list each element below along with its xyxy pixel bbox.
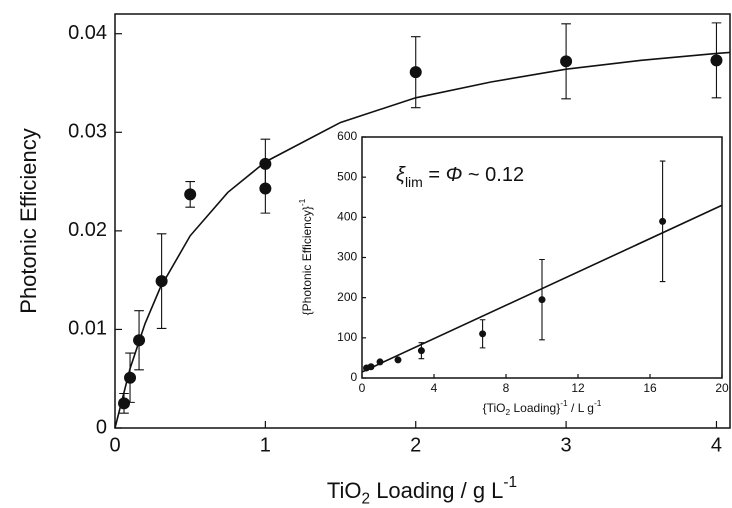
x-tick-label: 16: [643, 381, 657, 395]
x-tick-label: 0: [359, 381, 366, 395]
x-tick-label: 2: [410, 434, 421, 456]
x-tick-label: 20: [715, 381, 729, 395]
y-tick-label: 600: [337, 129, 357, 143]
y-tick-label: 0.02: [68, 219, 107, 241]
x-axis-label-part: 2: [506, 407, 511, 417]
fit-line: [114, 51, 731, 429]
data-point: [376, 358, 384, 366]
x-axis-label: {TiO2 Loading}-1 / L g-1: [483, 398, 602, 417]
data-point: [155, 275, 168, 288]
y-tick-label: 100: [337, 330, 357, 344]
x-axis-label-part: TiO: [327, 478, 362, 503]
annotation-part: Φ: [446, 164, 463, 186]
y-axis-label: {Photonic Efficiency}-1: [297, 198, 314, 315]
x-tick-label: 1: [260, 434, 271, 456]
x-tick-label: 0: [109, 434, 120, 456]
y-tick-label: 300: [337, 250, 357, 264]
y-tick-label: 500: [337, 169, 357, 183]
data-point: [538, 296, 546, 304]
x-axis-label-part: {TiO: [483, 401, 506, 415]
plot-frame: [114, 13, 731, 429]
data-point: [367, 363, 375, 371]
data-point: [560, 55, 573, 68]
annotation-part: ~ 0.12: [462, 164, 524, 186]
x-tick-label: 12: [571, 381, 585, 395]
y-axis-label-part: Photonic Efficiency: [16, 128, 41, 313]
y-axis-label: Photonic Efficiency: [16, 128, 41, 313]
x-axis-label-part: -1: [594, 398, 602, 408]
annotation-part: lim: [405, 174, 423, 190]
data-point: [479, 330, 487, 338]
data-point: [124, 371, 137, 384]
data-point: [184, 188, 197, 201]
y-tick-label: 200: [337, 290, 357, 304]
data-point: [133, 334, 146, 347]
x-tick-label: 4: [711, 434, 722, 456]
y-tick-label: 0: [96, 416, 107, 438]
y-axis-label-part: {Photonic Efficiency}: [300, 206, 314, 315]
data-point: [409, 66, 422, 79]
x-axis-label-part: Loading / g L: [370, 478, 503, 503]
x-tick-label: 3: [561, 434, 572, 456]
annotation: ξlim = Φ ~ 0.12: [396, 164, 524, 189]
x-axis-label-part: / L g: [568, 401, 594, 415]
data-point: [259, 182, 272, 195]
y-tick-label: 0.01: [68, 318, 107, 340]
annotation-part: =: [423, 164, 446, 186]
data-point: [118, 397, 131, 410]
y-tick-label: 0.04: [68, 22, 107, 44]
x-axis-label-part: 2: [362, 491, 371, 508]
annotation-part: ξ: [396, 164, 406, 186]
data-point: [659, 217, 667, 225]
x-axis-label-part: -1: [560, 398, 568, 408]
y-axis-label-part: -1: [297, 198, 307, 206]
y-tick-label: 400: [337, 210, 357, 224]
x-tick-label: 8: [503, 381, 510, 395]
x-axis-label-part: Loading}: [510, 401, 560, 415]
x-tick-label: 4: [431, 381, 438, 395]
data-point: [710, 54, 723, 67]
x-axis-label-part: -1: [503, 474, 517, 491]
y-tick-label: 0: [351, 370, 358, 384]
data-point: [417, 347, 425, 355]
data-point: [394, 356, 402, 364]
y-tick-label: 0.03: [68, 121, 107, 143]
x-axis-label: TiO2 Loading / g L-1: [327, 474, 517, 508]
